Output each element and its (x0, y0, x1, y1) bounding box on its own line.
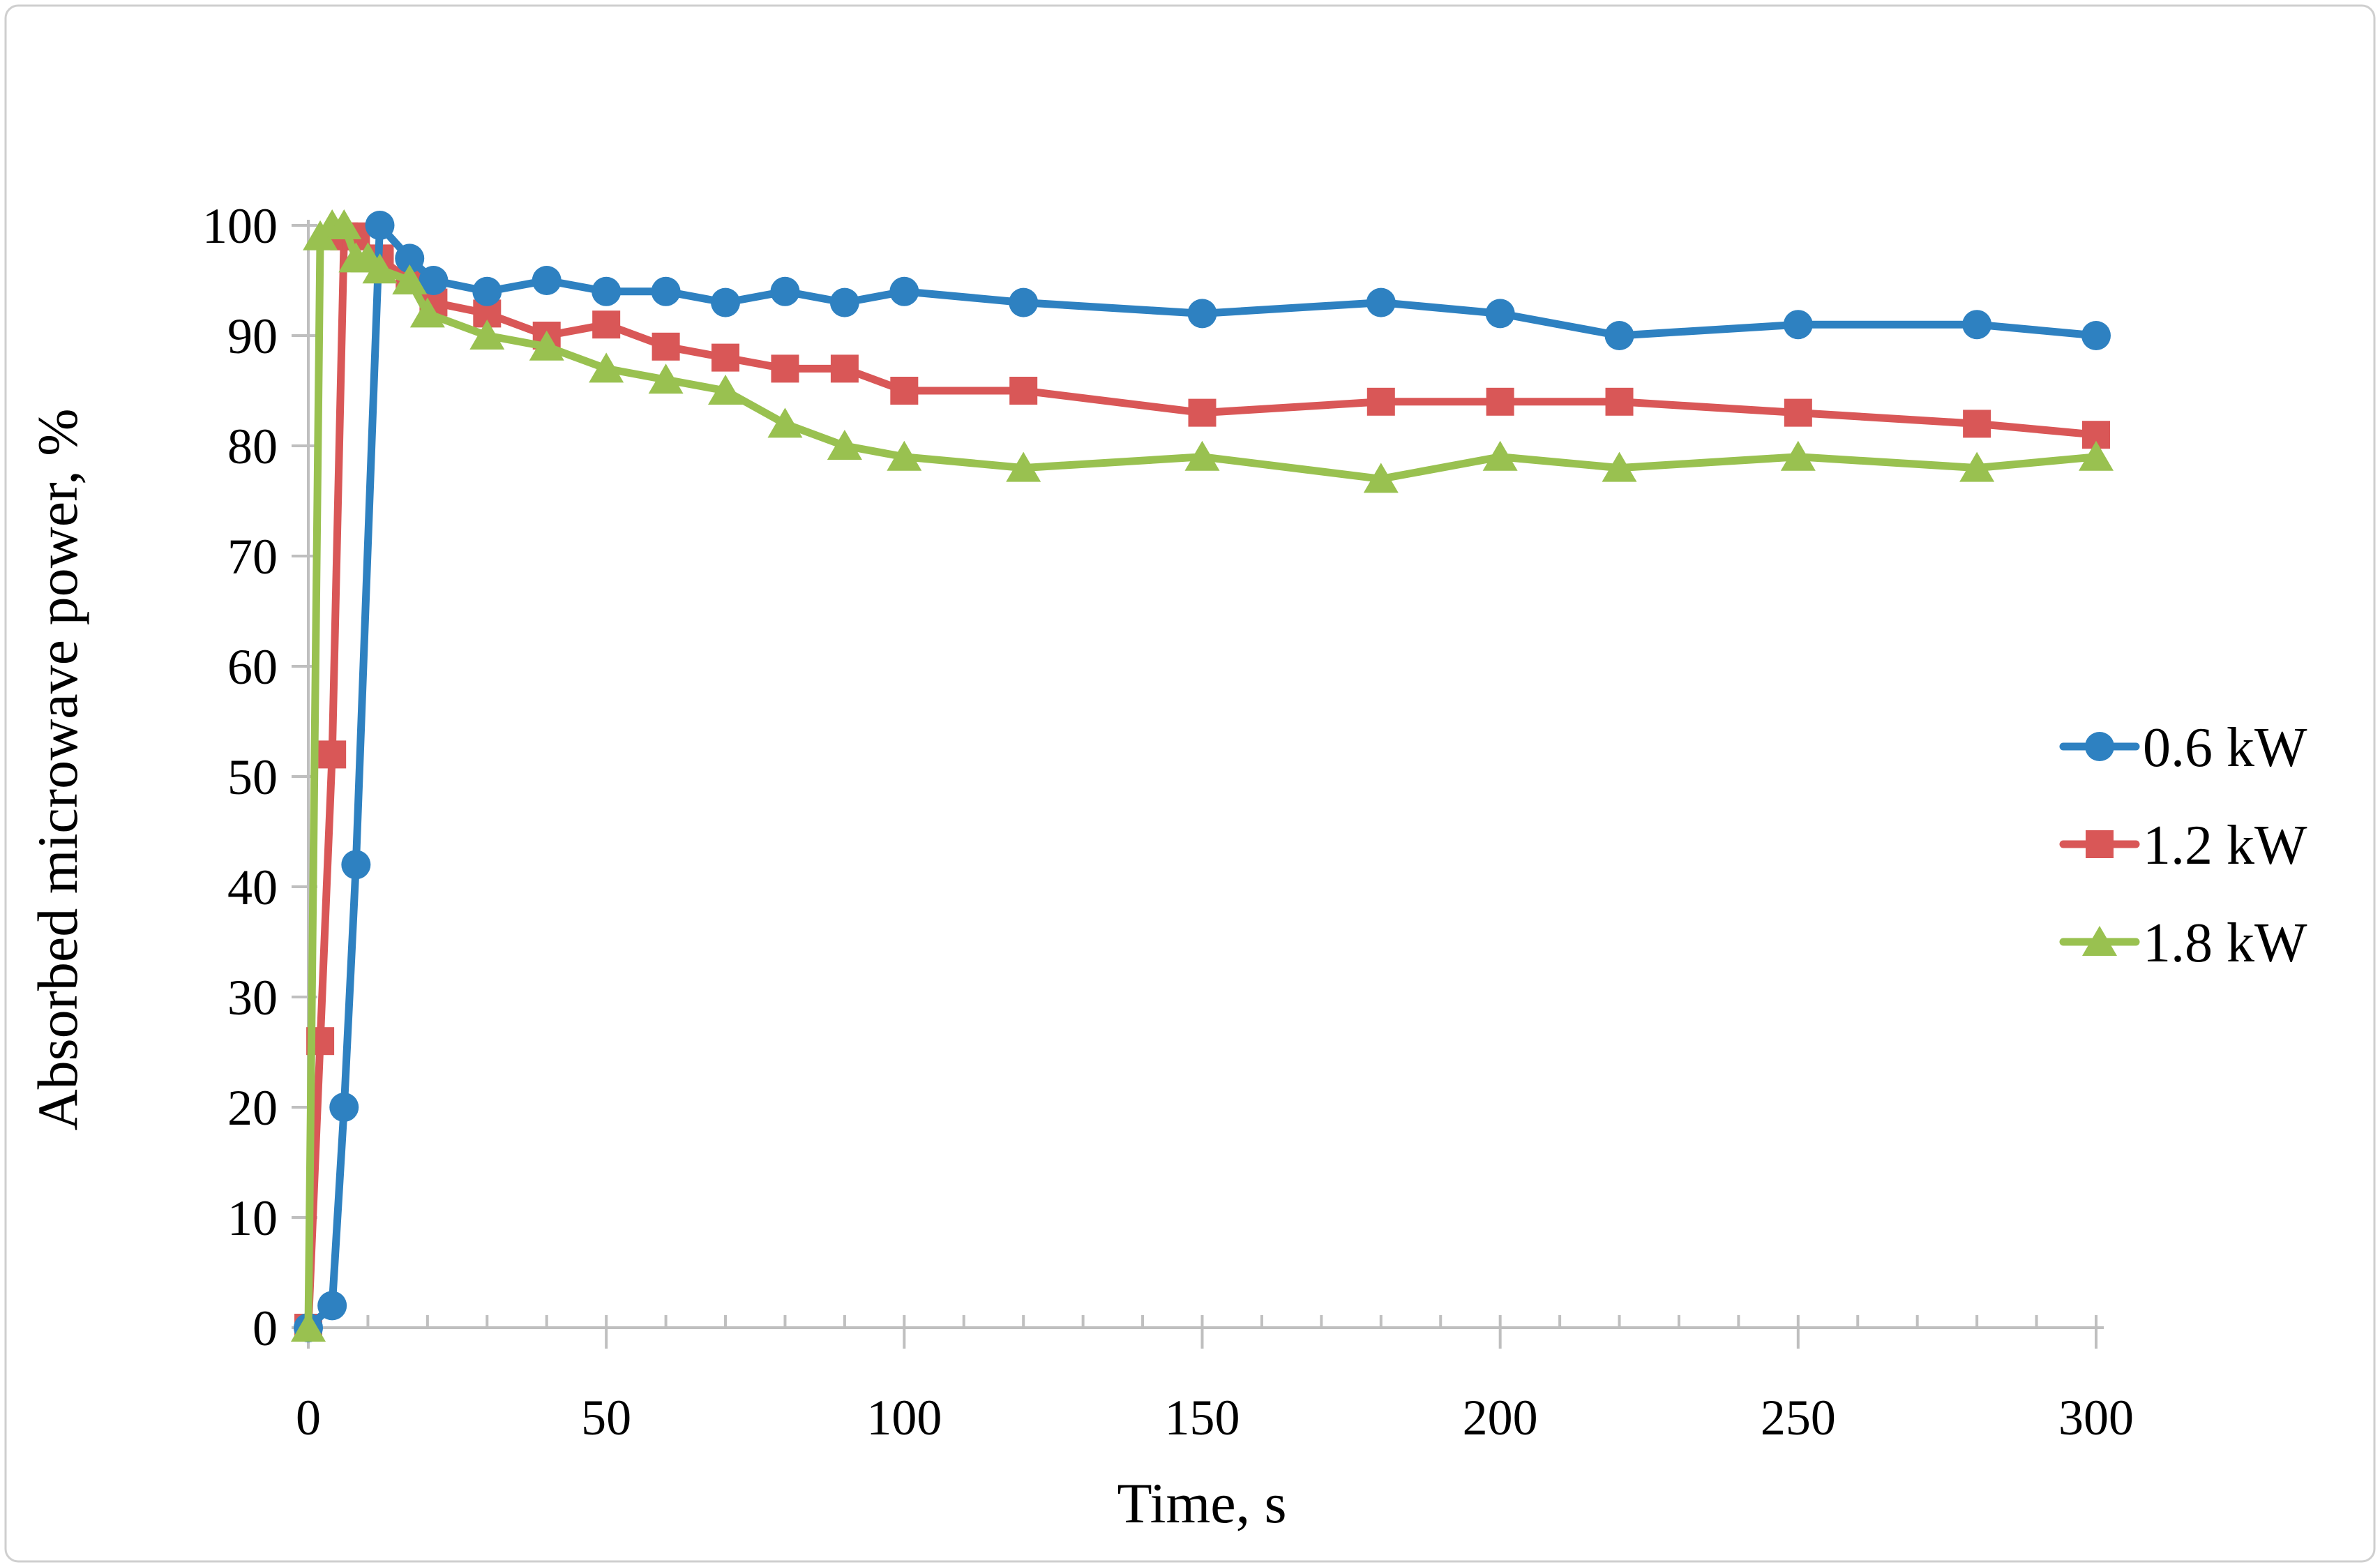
x-tick-label: 200 (1463, 1390, 1538, 1446)
data-point-marker (529, 330, 564, 361)
legend-marker (2085, 732, 2114, 761)
data-point-marker (469, 320, 505, 350)
y-tick-label: 60 (227, 639, 278, 695)
series-0.6-kW (294, 211, 2111, 1342)
data-point-marker (1783, 310, 1813, 340)
data-point-marker (1602, 451, 1637, 482)
legend-item: 1.2 kW (2059, 815, 2307, 876)
data-point-marker (1009, 287, 1039, 317)
data-point-marker (1006, 451, 1041, 482)
data-point-marker (2079, 440, 2114, 471)
data-point-marker (1482, 440, 1518, 471)
x-axis-title: Time, s (1117, 1471, 1286, 1535)
data-point-marker (592, 310, 621, 339)
data-point-marker (887, 440, 922, 471)
data-point-marker (651, 276, 681, 306)
data-point-marker (829, 287, 859, 317)
data-point-marker (890, 377, 919, 405)
data-point-marker (771, 354, 799, 383)
data-point-marker (392, 264, 428, 294)
data-point-marker (1366, 387, 1395, 416)
data-point-marker (317, 1291, 347, 1321)
data-point-marker (2081, 321, 2111, 350)
data-point-marker (767, 407, 803, 438)
data-point-marker (1486, 387, 1514, 416)
data-point-marker (1963, 410, 1991, 438)
y-tick-label: 70 (227, 529, 278, 585)
x-tick-label: 250 (1761, 1390, 1836, 1446)
data-point-marker (592, 276, 622, 306)
legend-label: 1.2 kW (2143, 815, 2307, 876)
y-tick-label: 80 (227, 419, 278, 474)
data-point-marker (532, 266, 562, 295)
x-tick-label: 0 (296, 1390, 321, 1446)
data-point-marker (889, 276, 919, 306)
x-tick-label: 50 (581, 1390, 631, 1446)
y-tick-label: 50 (227, 749, 278, 805)
data-point-marker (711, 343, 740, 372)
y-tick-label: 20 (227, 1080, 278, 1136)
data-point-marker (409, 297, 445, 328)
data-point-marker (472, 276, 502, 306)
y-tick-label: 100 (202, 198, 278, 254)
legend-marker (2086, 830, 2114, 858)
data-point-marker (770, 276, 800, 306)
x-tick-label: 100 (866, 1390, 942, 1446)
data-point-marker (1485, 299, 1515, 329)
data-point-marker (830, 354, 859, 383)
data-point-marker (648, 363, 684, 394)
legend-item: 1.8 kW (2059, 913, 2307, 974)
data-point-marker (318, 740, 347, 769)
data-point-marker (708, 375, 744, 405)
data-point-marker (419, 266, 449, 295)
data-point-marker (395, 243, 425, 273)
data-point-marker (652, 332, 680, 361)
data-point-marker (1605, 387, 1634, 416)
data-point-marker (827, 430, 862, 460)
data-point-marker (362, 253, 398, 284)
data-point-marker (1780, 440, 1816, 471)
data-point-marker (1363, 463, 1399, 493)
data-point-marker (1188, 398, 1217, 427)
y-tick-label: 30 (227, 970, 278, 1026)
data-point-marker (1962, 310, 1992, 340)
y-tick-label: 90 (227, 308, 278, 364)
legend-item: 0.6 kW (2059, 717, 2307, 779)
data-point-marker (1784, 398, 1812, 427)
x-tick-label: 300 (2058, 1390, 2134, 1446)
legend-label: 0.6 kW (2143, 717, 2307, 779)
data-point-marker (341, 850, 371, 880)
data-point-marker (291, 1312, 326, 1342)
data-point-marker (589, 352, 624, 383)
data-point-marker (1366, 287, 1396, 317)
x-tick-label: 150 (1165, 1390, 1240, 1446)
data-point-marker (329, 1093, 359, 1122)
y-tick-label: 40 (227, 860, 278, 915)
data-point-marker (1009, 377, 1038, 405)
legend: 0.6 kW 1.2 kW 1.8 kW (2059, 717, 2307, 974)
data-point-marker (1604, 321, 1634, 350)
series-lines (291, 209, 2114, 1342)
y-tick-label: 10 (227, 1190, 278, 1246)
data-point-marker (365, 211, 395, 240)
data-point-marker (1959, 451, 1995, 482)
y-tick-label: 0 (253, 1300, 278, 1356)
series-1.8-kW (291, 209, 2114, 1342)
data-point-marker (711, 287, 741, 317)
data-point-marker (326, 209, 362, 239)
legend-label: 1.8 kW (2143, 913, 2307, 974)
data-point-marker (1187, 299, 1217, 329)
legend-marker (2082, 926, 2117, 956)
figure-border (4, 4, 2376, 1563)
y-axis-title: Absorbed microwave power, % (26, 408, 89, 1130)
axes: 0 10 20 30 40 50 60 70 80 90 100 0 50 100 150 200 250 300 (202, 198, 2134, 1446)
data-point-marker (1184, 440, 1220, 471)
